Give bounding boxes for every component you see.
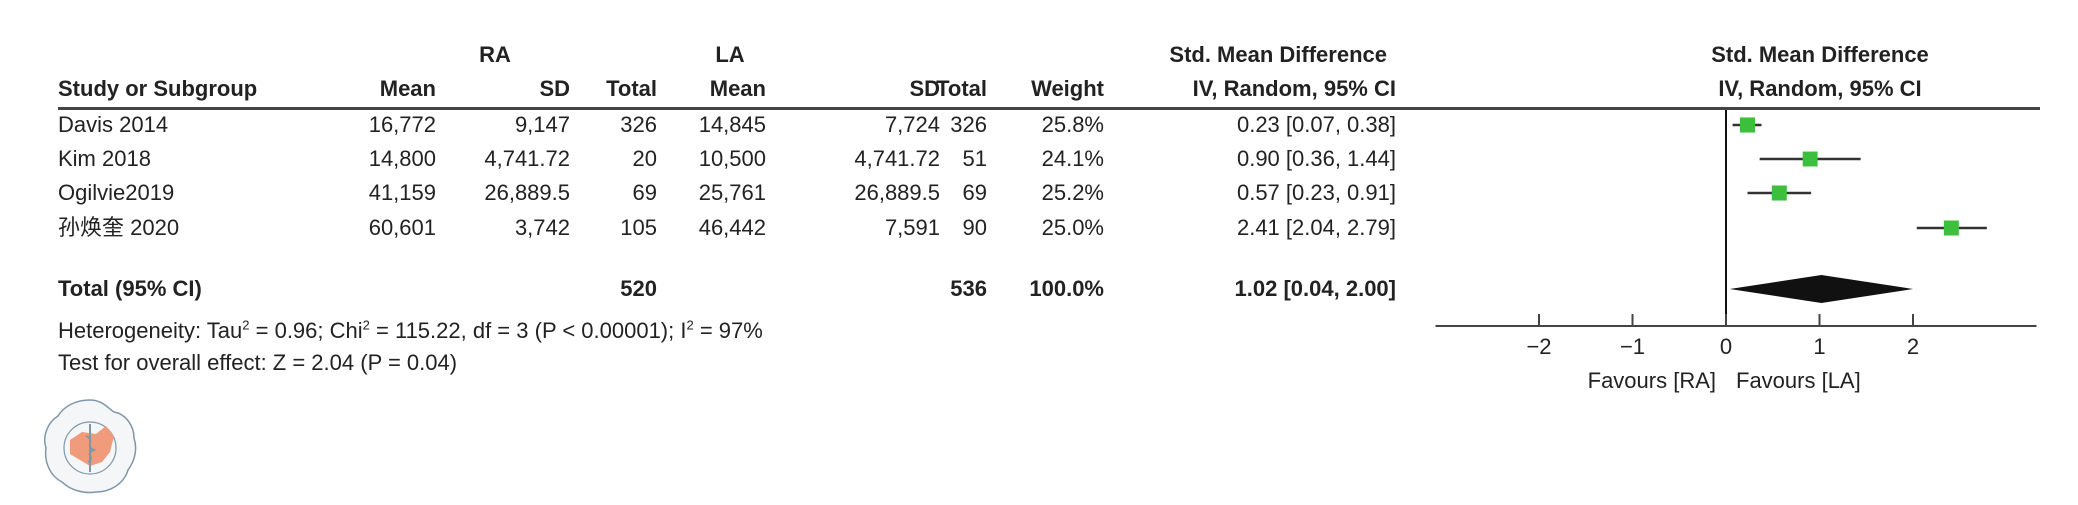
x-tick-label: 2 [1907, 334, 1919, 359]
la-total: 90 [962, 215, 987, 240]
x-tick-label: 0 [1720, 334, 1732, 359]
col-ra-mean: Mean [379, 76, 436, 101]
ra-total: 326 [620, 112, 657, 137]
ra-total: 105 [620, 215, 657, 240]
la-sd: 7,724 [884, 112, 940, 137]
ci: 0.57 [0.23, 0.91] [1236, 180, 1396, 205]
la-sd: 7,591 [884, 215, 940, 240]
study-name: Davis 2014 [58, 112, 169, 137]
study-marker [1771, 185, 1787, 201]
ra-total: 20 [632, 146, 657, 171]
group-la-header: LA [715, 42, 745, 67]
col-la-mean: Mean [709, 76, 766, 101]
smd-header: Std. Mean Difference [1169, 42, 1387, 67]
col-ra-total: Total [606, 76, 657, 101]
plot-method: IV, Random, 95% CI [1718, 76, 1922, 101]
la-mean: 14,845 [698, 112, 766, 137]
ra-total: 69 [632, 180, 657, 205]
weight: 25.8% [1041, 112, 1104, 137]
study-name: 孙焕奎 2020 [58, 215, 180, 240]
la-total: 51 [962, 146, 987, 171]
weight: 25.2% [1041, 180, 1104, 205]
col-la-total: Total [936, 76, 987, 101]
total-label: Total (95% CI) [58, 276, 202, 301]
col-la-sd: SD [909, 76, 940, 101]
ci: 0.90 [0.36, 1.44] [1236, 146, 1396, 171]
favours-ra-label: Favours [RA] [1588, 368, 1716, 393]
ra-mean: 41,159 [368, 180, 436, 205]
la-sd: 4,741.72 [854, 146, 940, 171]
ra-sd: 4,741.72 [484, 146, 570, 171]
x-tick-label: −1 [1620, 334, 1645, 359]
study-marker [1739, 117, 1756, 133]
study-marker [1943, 220, 1959, 236]
ra-mean: 16,772 [368, 112, 436, 137]
la-total: 326 [950, 112, 987, 137]
col-smd-method: IV, Random, 95% CI [1192, 76, 1396, 101]
ra-sd: 26,889.5 [484, 180, 570, 205]
header-divider [58, 107, 2040, 110]
study-marker [1802, 151, 1818, 167]
col-ra-sd: SD [539, 76, 570, 101]
plot-title: Std. Mean Difference [1711, 42, 1929, 67]
chinese-medical-association-logo [44, 399, 137, 494]
pooled-diamond [1729, 275, 1913, 303]
favours-la-label: Favours [LA] [1736, 368, 1861, 393]
col-study: Study or Subgroup [58, 76, 258, 101]
weight: 24.1% [1041, 146, 1104, 171]
ra-mean: 60,601 [368, 215, 436, 240]
la-total: 69 [962, 180, 987, 205]
heterogeneity-text: Heterogeneity: Tau2 = 0.96; Chi2 = 115.2… [58, 317, 763, 343]
ci: 2.41 [2.04, 2.79] [1236, 215, 1396, 240]
study-name: Kim 2018 [58, 146, 151, 171]
la-mean: 10,500 [698, 146, 766, 171]
col-weight: Weight [1031, 76, 1104, 101]
total-ra: 520 [620, 276, 657, 301]
ci: 0.23 [0.07, 0.38] [1236, 112, 1396, 137]
la-mean: 46,442 [698, 215, 766, 240]
study-name: Ogilvie2019 [58, 180, 175, 205]
ra-sd: 9,147 [514, 112, 570, 137]
la-mean: 25,761 [698, 180, 766, 205]
la-sd: 26,889.5 [854, 180, 940, 205]
x-tick-label: 1 [1813, 334, 1825, 359]
overall-effect-text: Test for overall effect: Z = 2.04 (P = 0… [58, 350, 458, 375]
x-tick-label: −2 [1526, 334, 1551, 359]
group-ra-header: RA [479, 42, 511, 67]
weight: 25.0% [1041, 215, 1104, 240]
total-la: 536 [950, 276, 987, 301]
total-ci: 1.02 [0.04, 2.00] [1234, 276, 1396, 301]
total-weight: 100.0% [1029, 276, 1104, 301]
ra-sd: 3,742 [514, 215, 570, 240]
ra-mean: 14,800 [368, 146, 436, 171]
